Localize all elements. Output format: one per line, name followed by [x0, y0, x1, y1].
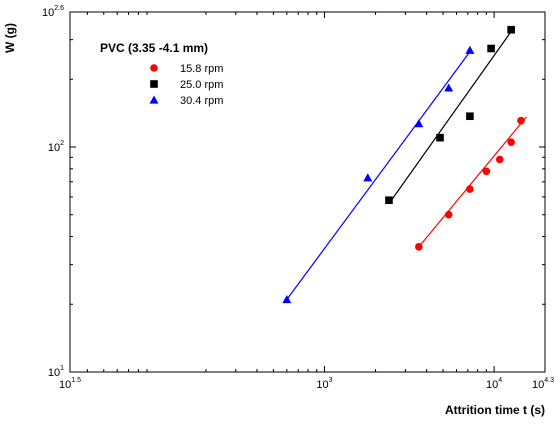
- y-tick-label-exponent: 2.6: [54, 5, 64, 12]
- legend-marker-series-2: [149, 95, 159, 104]
- x-axis-label: Attrition time t (s): [445, 403, 545, 417]
- y-tick-label: 102: [48, 140, 64, 154]
- x-tick-label-base: 10: [316, 379, 328, 391]
- data-point-series-0: [444, 210, 453, 219]
- legend-title: PVC (3.35 -4.1 mm): [100, 41, 208, 55]
- y-tick-label-exponent: 2: [60, 140, 64, 147]
- data-point-series-1: [507, 25, 515, 34]
- x-tick-label-exponent: 1.5: [71, 377, 81, 384]
- data-point-series-2: [465, 45, 475, 54]
- fit-line-series-1: [388, 31, 512, 205]
- legend-marker-series-0: [150, 64, 158, 72]
- x-tick-label: 101.5: [59, 377, 81, 391]
- y-tick-label-base: 10: [48, 367, 60, 379]
- x-tick-label-base: 10: [59, 379, 71, 391]
- y-axis-label: W (g): [3, 23, 17, 53]
- x-tick-label-exponent: 4.3: [544, 377, 554, 384]
- y-tick-label: 102.6: [42, 5, 64, 19]
- data-point-series-0: [466, 185, 474, 193]
- data-point-series-1: [385, 196, 393, 205]
- legend-label-series-1: 25.0 rpm: [180, 79, 223, 91]
- data-point-series-2: [414, 119, 424, 128]
- data-point-series-0: [507, 138, 515, 147]
- y-tick-label: 101: [48, 365, 64, 379]
- x-tick-label-exponent: 3: [329, 377, 333, 384]
- y-tick-label-base: 10: [48, 142, 60, 154]
- x-tick-label-base: 10: [486, 379, 498, 391]
- y-tick-label-exponent: 1: [60, 365, 64, 372]
- data-point-series-2: [444, 83, 454, 92]
- fit-line-series-0: [418, 116, 527, 248]
- plot-frame: [69, 11, 546, 373]
- x-tick-label: 104.3: [532, 377, 554, 391]
- data-point-series-0: [415, 243, 423, 251]
- data-point-series-1: [466, 112, 474, 121]
- x-tick-label-exponent: 4: [498, 377, 502, 384]
- data-point-series-1: [487, 44, 495, 53]
- data-point-series-0: [517, 116, 525, 125]
- legend-label-series-2: 30.4 rpm: [180, 95, 223, 107]
- data-point-series-2: [363, 173, 373, 182]
- fit-line-series-2: [286, 51, 471, 300]
- data-point-series-0: [495, 155, 504, 164]
- y-tick-label-base: 10: [42, 7, 54, 19]
- legend-marker-series-1: [150, 80, 158, 88]
- legend-label-series-0: 15.8 rpm: [180, 63, 223, 75]
- x-tick-label: 103: [316, 377, 332, 391]
- data-point-series-1: [436, 133, 444, 142]
- x-tick-label: 104: [486, 377, 502, 391]
- data-point-series-0: [482, 167, 491, 176]
- x-tick-label-base: 10: [532, 379, 544, 391]
- data-point-series-2: [282, 295, 292, 304]
